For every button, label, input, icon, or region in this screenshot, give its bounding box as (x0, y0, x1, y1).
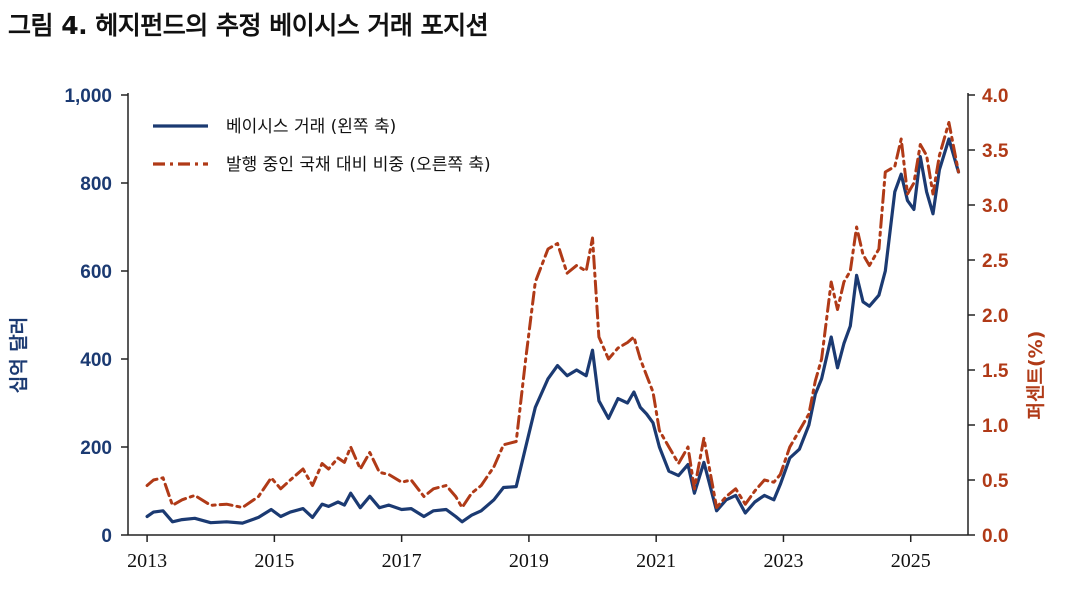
left-axis-title: 십억 달러 (8, 317, 30, 394)
right-tick-label: 2.0 (982, 306, 1008, 327)
axes: 0 200 400 600 800 1,000 0.0 0.5 1.0 1.5 2.0 2.5 3.0 3… (8, 86, 1047, 572)
x-tick-label: 2017 (382, 550, 422, 572)
x-tick-label: 2013 (127, 550, 167, 572)
chart-title: 그림 4. 헤지펀드의 추정 베이시스 거래 포지션 (8, 11, 489, 40)
right-tick-label: 3.5 (982, 141, 1009, 162)
right-tick-label: 0.5 (982, 471, 1009, 492)
left-tick-label: 1,000 (64, 86, 112, 107)
left-tick-label: 800 (80, 174, 112, 195)
x-tick-label: 2019 (509, 550, 549, 572)
right-tick-label: 0.0 (982, 526, 1008, 547)
left-tick-label: 0 (101, 526, 112, 547)
right-tick-label: 3.0 (982, 196, 1008, 217)
legend-label-basis: 베이시스 거래 (왼쪽 축) (226, 117, 396, 137)
left-tick-label: 600 (80, 262, 112, 283)
series-layer (145, 121, 961, 525)
legend: 베이시스 거래 (왼쪽 축) 발행 중인 국채 대비 비중 (오른쪽 축) (153, 117, 491, 175)
x-tick-label: 2021 (636, 550, 676, 572)
x-tick-label: 2023 (763, 550, 803, 572)
x-tick-label: 2025 (891, 550, 931, 572)
x-tick-label: 2015 (254, 550, 294, 572)
left-tick-label: 200 (80, 438, 112, 459)
right-tick-label: 2.5 (982, 251, 1009, 272)
left-tick-label: 400 (80, 350, 112, 371)
right-tick-label: 4.0 (982, 86, 1008, 107)
treasury-share-line (145, 121, 960, 509)
right-axis-title: 퍼센트(%) (1025, 331, 1047, 420)
legend-label-share: 발행 중인 국채 대비 비중 (오른쪽 축) (226, 155, 491, 175)
right-tick-label: 1.5 (982, 361, 1009, 382)
basis-trade-line (145, 137, 961, 525)
right-tick-label: 1.0 (982, 416, 1008, 437)
